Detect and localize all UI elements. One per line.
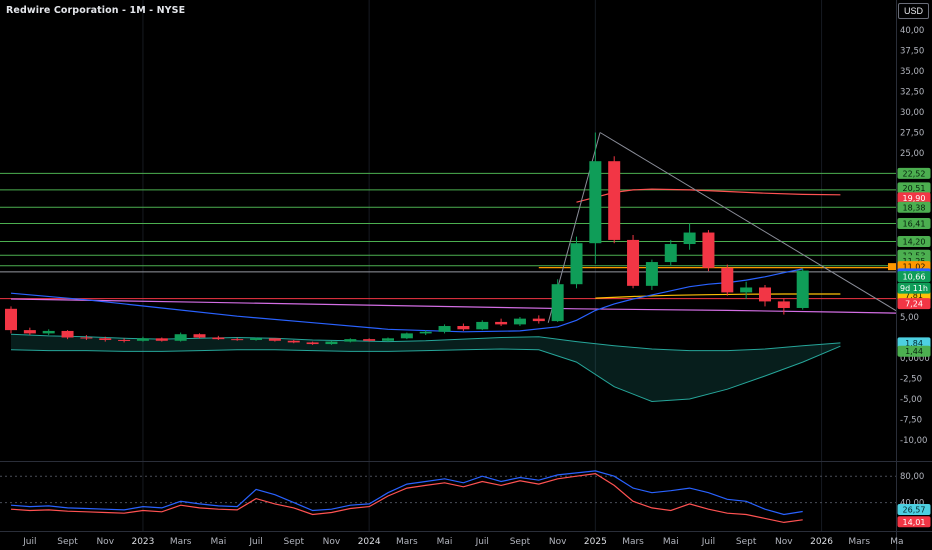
- svg-text:7,81: 7,81: [905, 291, 923, 300]
- svg-text:-7,50: -7,50: [900, 416, 922, 426]
- svg-text:26,57: 26,57: [903, 505, 926, 514]
- cloud-upper-line: [10, 333, 841, 352]
- overlay-line-magenta: [10, 298, 896, 314]
- svg-text:40,00: 40,00: [900, 26, 924, 36]
- svg-text:2026: 2026: [810, 537, 833, 547]
- svg-text:Ma: Ma: [890, 537, 903, 547]
- time-axis[interactable]: Juil Sept Nov 2023 Mars Mai Juil Sept Nov 2024 Mar…: [22, 537, 903, 547]
- trendline[interactable]: [599, 132, 912, 321]
- svg-text:Mai: Mai: [210, 537, 226, 547]
- svg-text:2024: 2024: [358, 537, 381, 547]
- svg-text:14,20: 14,20: [903, 238, 926, 247]
- price-badge: [897, 182, 931, 194]
- price-axis-badges: 22,5220,5119,9018,3816,4114,2012,5311,25…: [888, 167, 931, 357]
- svg-text:37,50: 37,50: [900, 47, 924, 57]
- symbol-title: Redwire Corporation - 1M - NYSE: [6, 5, 186, 16]
- svg-text:1,44: 1,44: [905, 347, 923, 356]
- price-badge: [897, 167, 931, 179]
- svg-text:Mars: Mars: [170, 537, 192, 547]
- line-price-tag: [888, 263, 896, 271]
- svg-text:10,66: 10,66: [903, 273, 926, 282]
- svg-text:35,00: 35,00: [900, 67, 924, 77]
- svg-text:-10,00: -10,00: [900, 436, 927, 446]
- price-badge: [897, 337, 931, 349]
- price-badge: [897, 271, 931, 283]
- svg-text:Juil: Juil: [22, 537, 36, 547]
- svg-text:Mai: Mai: [437, 537, 453, 547]
- svg-text:7,24: 7,24: [905, 300, 923, 309]
- svg-text:2025: 2025: [584, 537, 607, 547]
- svg-text:Sept: Sept: [510, 537, 531, 547]
- price-badge: [897, 298, 931, 310]
- svg-text:Sept: Sept: [57, 537, 78, 547]
- svg-text:Nov: Nov: [549, 537, 567, 547]
- svg-text:Sept: Sept: [284, 537, 305, 547]
- svg-text:Mai: Mai: [663, 537, 679, 547]
- countdown-badge: [897, 282, 931, 294]
- cloud-lower-line: [10, 345, 841, 403]
- svg-text:Juil: Juil: [248, 537, 262, 547]
- svg-text:14,01: 14,01: [903, 518, 926, 527]
- svg-text:-2,50: -2,50: [900, 375, 922, 385]
- overlay-line-blue: [10, 268, 803, 333]
- indicator-badge: [897, 516, 931, 528]
- svg-text:Sept: Sept: [736, 537, 757, 547]
- cloud-fill: [11, 334, 841, 402]
- price-badge: [897, 217, 931, 229]
- svg-text:80,00: 80,00: [900, 472, 924, 482]
- svg-text:Juil: Juil: [701, 537, 715, 547]
- svg-text:Nov: Nov: [775, 537, 793, 547]
- plot-area[interactable]: [0, 0, 912, 531]
- overlay-line-yellow: [595, 293, 841, 299]
- svg-text:30,00: 30,00: [900, 108, 924, 118]
- svg-text:11,02: 11,02: [903, 263, 926, 272]
- indicator-line-orange: [10, 472, 803, 524]
- svg-text:5,00: 5,00: [900, 313, 919, 323]
- price-badge: [897, 201, 931, 213]
- svg-text:40,00: 40,00: [900, 499, 924, 509]
- svg-text:Nov: Nov: [323, 537, 341, 547]
- svg-text:16,41: 16,41: [903, 219, 926, 228]
- svg-text:9d 11h: 9d 11h: [900, 284, 928, 293]
- svg-text:1,84: 1,84: [905, 339, 923, 348]
- svg-text:25,00: 25,00: [900, 149, 924, 159]
- price-badge: [897, 192, 931, 204]
- svg-text:0,0000: 0,0000: [900, 354, 930, 364]
- svg-text:32,50: 32,50: [900, 88, 924, 98]
- price-badge: [897, 236, 931, 248]
- overlay-line-red: [576, 188, 841, 203]
- svg-text:Mars: Mars: [622, 537, 644, 547]
- svg-text:Juil: Juil: [475, 537, 489, 547]
- price-axis[interactable]: 40,00 37,50 35,00 32,50 30,00 27,50 25,00 5,00 0…: [900, 26, 930, 446]
- svg-text:27,50: 27,50: [900, 129, 924, 139]
- indicator-badge: [897, 503, 931, 515]
- svg-text:-5,00: -5,00: [900, 395, 922, 405]
- svg-text:Mars: Mars: [396, 537, 418, 547]
- currency-button[interactable]: USD: [897, 3, 929, 19]
- indicator-line-blue: [10, 470, 803, 516]
- svg-text:18,38: 18,38: [903, 203, 926, 212]
- svg-text:Mars: Mars: [848, 537, 870, 547]
- svg-text:20,51: 20,51: [903, 184, 926, 193]
- svg-text:22,52: 22,52: [903, 169, 926, 178]
- price-badge: [897, 345, 931, 357]
- svg-text:2023: 2023: [131, 537, 154, 547]
- svg-text:Nov: Nov: [96, 537, 114, 547]
- candles-layer: [5, 132, 809, 345]
- svg-text:19,90: 19,90: [903, 194, 926, 203]
